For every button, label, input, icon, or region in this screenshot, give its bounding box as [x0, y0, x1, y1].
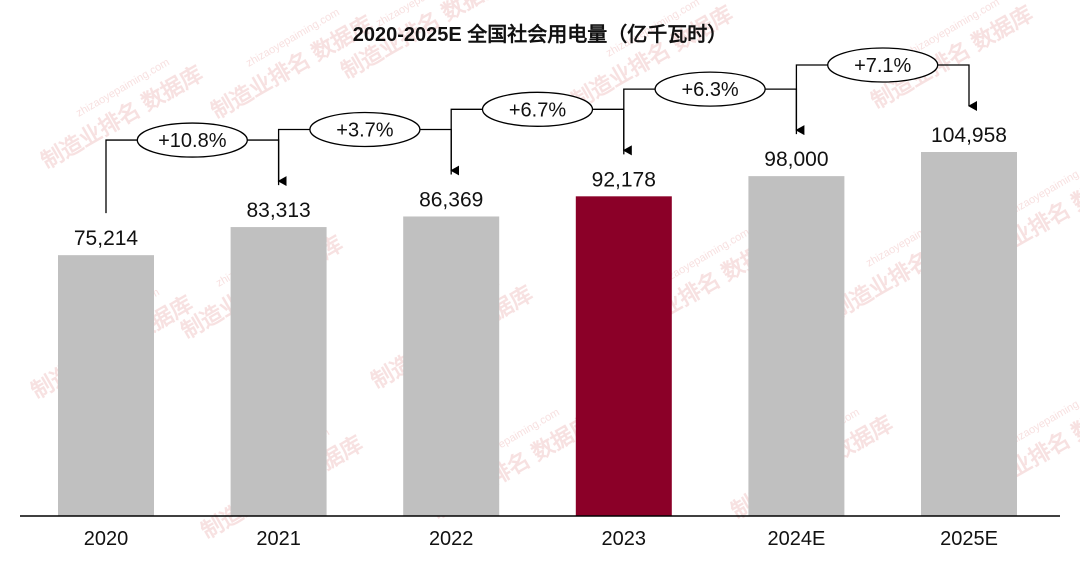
growth-label-5: +7.1%	[854, 55, 911, 77]
value-label-2023: 92,178	[592, 168, 656, 191]
x-tick-label-2023: 2023	[602, 528, 647, 550]
growth-bubble-2	[309, 111, 421, 148]
growth-label-2: +3.7%	[336, 119, 393, 141]
bar-2025E	[921, 152, 1017, 516]
value-label-2025E: 104,958	[931, 124, 1007, 147]
value-label-2021: 83,313	[246, 199, 310, 222]
bar-2024E	[748, 176, 845, 516]
growth-bubble-1	[136, 122, 248, 158]
x-tick-label-2021: 2021	[256, 528, 301, 550]
x-tick-label-2020: 2020	[84, 528, 129, 550]
bar-2020	[58, 255, 154, 516]
chart-title: 2020-2025E 全国社会用电量（亿千瓦时）	[352, 24, 728, 46]
bar-2021	[230, 227, 327, 516]
value-label-2022: 86,369	[419, 188, 483, 211]
growth-label-1: +10.8%	[158, 130, 227, 152]
growth-bubble-5	[827, 47, 939, 83]
growth-bubble-4	[654, 71, 766, 107]
x-tick-label-2024E: 2024E	[767, 528, 825, 550]
value-label-2020: 75,214	[74, 227, 139, 250]
x-tick-label-2022: 2022	[429, 528, 474, 550]
bar-2022	[403, 216, 500, 516]
bar-2023	[575, 196, 672, 517]
growth-label-3: +6.7%	[509, 99, 566, 121]
x-tick-label-2025E: 2025E	[940, 528, 998, 550]
value-label-2024E: 98,000	[764, 148, 828, 171]
growth-label-4: +6.3%	[681, 79, 738, 101]
growth-bubble-3	[481, 91, 594, 127]
